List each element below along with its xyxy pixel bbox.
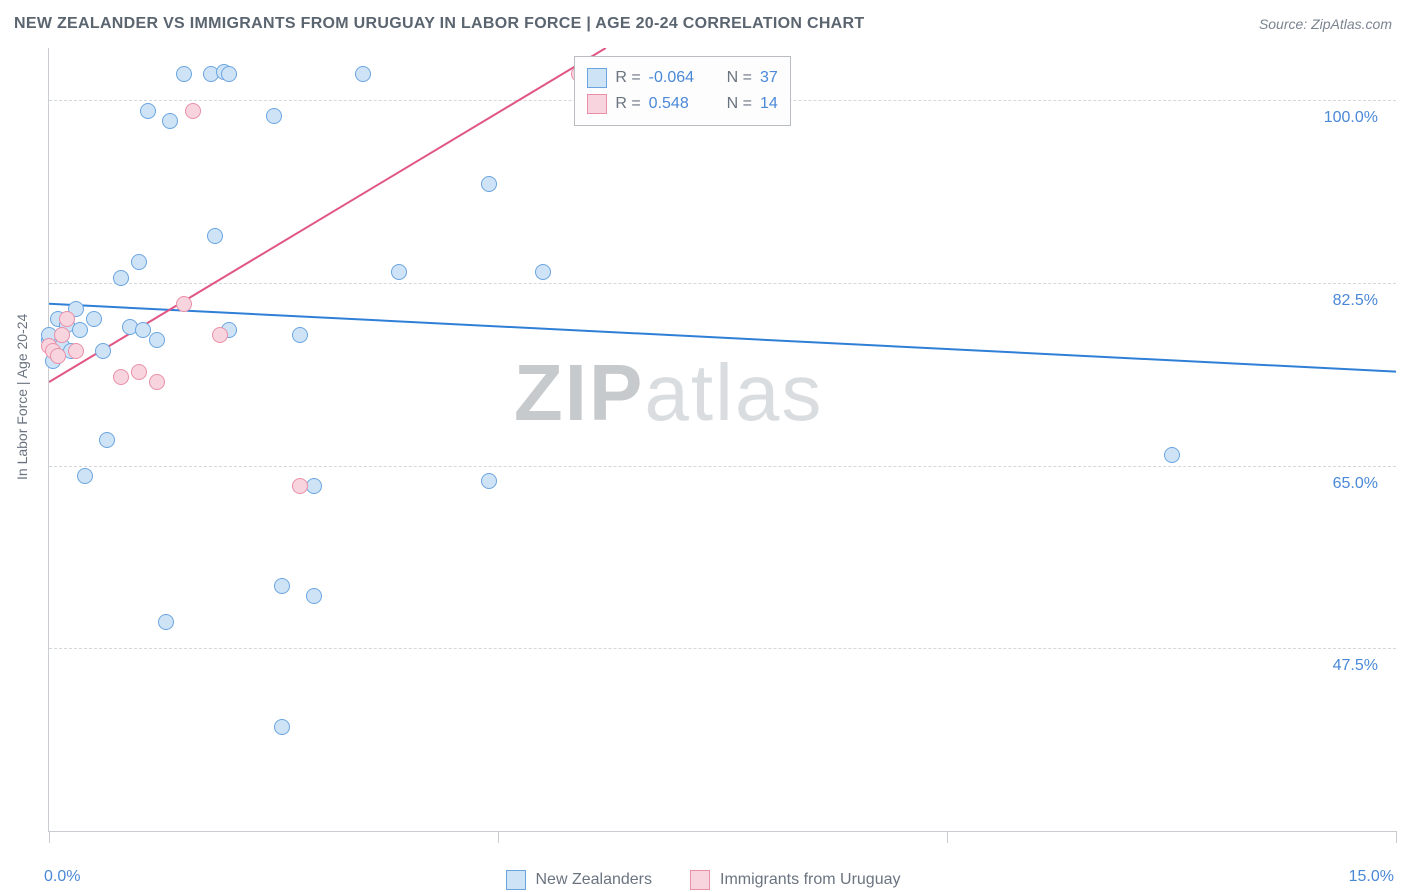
scatter-point bbox=[266, 108, 282, 124]
x-tick bbox=[947, 831, 948, 843]
chart-source: Source: ZipAtlas.com bbox=[1259, 16, 1392, 32]
scatter-point bbox=[99, 432, 115, 448]
chart-title: NEW ZEALANDER VS IMMIGRANTS FROM URUGUAY… bbox=[14, 15, 864, 33]
scatter-point bbox=[176, 66, 192, 82]
scatter-point bbox=[50, 348, 66, 364]
scatter-point bbox=[72, 322, 88, 338]
x-tick bbox=[498, 831, 499, 843]
scatter-point bbox=[113, 270, 129, 286]
scatter-point bbox=[391, 264, 407, 280]
scatter-point bbox=[355, 66, 371, 82]
scatter-point bbox=[292, 327, 308, 343]
legend-swatch-nz bbox=[506, 870, 526, 890]
legend-label-nz: New Zealanders bbox=[536, 871, 653, 889]
correlation-row: R = 0.548 N = 14 bbox=[587, 91, 777, 117]
r-label: R = bbox=[615, 95, 640, 113]
r-value: 0.548 bbox=[649, 95, 719, 113]
legend-swatch-uy bbox=[690, 870, 710, 890]
legend-bottom: New Zealanders Immigrants from Uruguay bbox=[0, 870, 1406, 890]
watermark: ZIPatlas bbox=[514, 347, 823, 439]
scatter-point bbox=[59, 311, 75, 327]
scatter-point bbox=[158, 614, 174, 630]
scatter-point bbox=[131, 254, 147, 270]
scatter-point bbox=[292, 478, 308, 494]
scatter-point bbox=[207, 228, 223, 244]
scatter-point bbox=[54, 327, 70, 343]
watermark-rest: atlas bbox=[644, 348, 823, 437]
scatter-point bbox=[68, 343, 84, 359]
scatter-point bbox=[1164, 447, 1180, 463]
n-value: 14 bbox=[760, 95, 778, 113]
n-label: N = bbox=[727, 95, 752, 113]
correlation-row: R = -0.064 N = 37 bbox=[587, 65, 777, 91]
y-tick-label: 47.5% bbox=[1333, 657, 1378, 675]
scatter-point bbox=[162, 113, 178, 129]
y-tick-label: 65.0% bbox=[1333, 475, 1378, 493]
y-axis-label: In Labor Force | Age 20-24 bbox=[14, 314, 30, 480]
trend-svg bbox=[49, 48, 1396, 831]
scatter-point bbox=[306, 588, 322, 604]
x-tick bbox=[1396, 831, 1397, 843]
trend-line bbox=[49, 304, 1396, 372]
scatter-point bbox=[535, 264, 551, 280]
y-tick-label: 100.0% bbox=[1324, 109, 1378, 127]
scatter-point bbox=[481, 176, 497, 192]
scatter-point bbox=[77, 468, 93, 484]
scatter-point bbox=[95, 343, 111, 359]
r-label: R = bbox=[615, 69, 640, 87]
scatter-point bbox=[86, 311, 102, 327]
scatter-point bbox=[149, 332, 165, 348]
correlation-legend: R = -0.064 N = 37 R = 0.548 N = 14 bbox=[574, 56, 790, 126]
legend-swatch bbox=[587, 68, 607, 88]
legend-label-uy: Immigrants from Uruguay bbox=[720, 871, 901, 889]
legend-swatch bbox=[587, 94, 607, 114]
gridline-h bbox=[49, 648, 1396, 649]
r-value: -0.064 bbox=[649, 69, 719, 87]
n-value: 37 bbox=[760, 69, 778, 87]
scatter-point bbox=[176, 296, 192, 312]
chart-plot-area: ZIPatlas 47.5% 65.0% 82.5% 100.0% R = -0.064 N… bbox=[48, 48, 1396, 832]
scatter-point bbox=[274, 578, 290, 594]
scatter-point bbox=[113, 369, 129, 385]
watermark-bold: ZIP bbox=[514, 348, 644, 437]
gridline-h bbox=[49, 283, 1396, 284]
legend-item-uy: Immigrants from Uruguay bbox=[690, 870, 901, 890]
x-tick bbox=[49, 831, 50, 843]
scatter-point bbox=[274, 719, 290, 735]
n-label: N = bbox=[727, 69, 752, 87]
chart-header: NEW ZEALANDER VS IMMIGRANTS FROM URUGUAY… bbox=[0, 0, 1406, 48]
scatter-point bbox=[185, 103, 201, 119]
legend-item-nz: New Zealanders bbox=[506, 870, 653, 890]
scatter-point bbox=[221, 66, 237, 82]
y-tick-label: 82.5% bbox=[1333, 292, 1378, 310]
scatter-point bbox=[149, 374, 165, 390]
gridline-h bbox=[49, 466, 1396, 467]
scatter-point bbox=[140, 103, 156, 119]
scatter-point bbox=[481, 473, 497, 489]
scatter-point bbox=[131, 364, 147, 380]
scatter-point bbox=[212, 327, 228, 343]
